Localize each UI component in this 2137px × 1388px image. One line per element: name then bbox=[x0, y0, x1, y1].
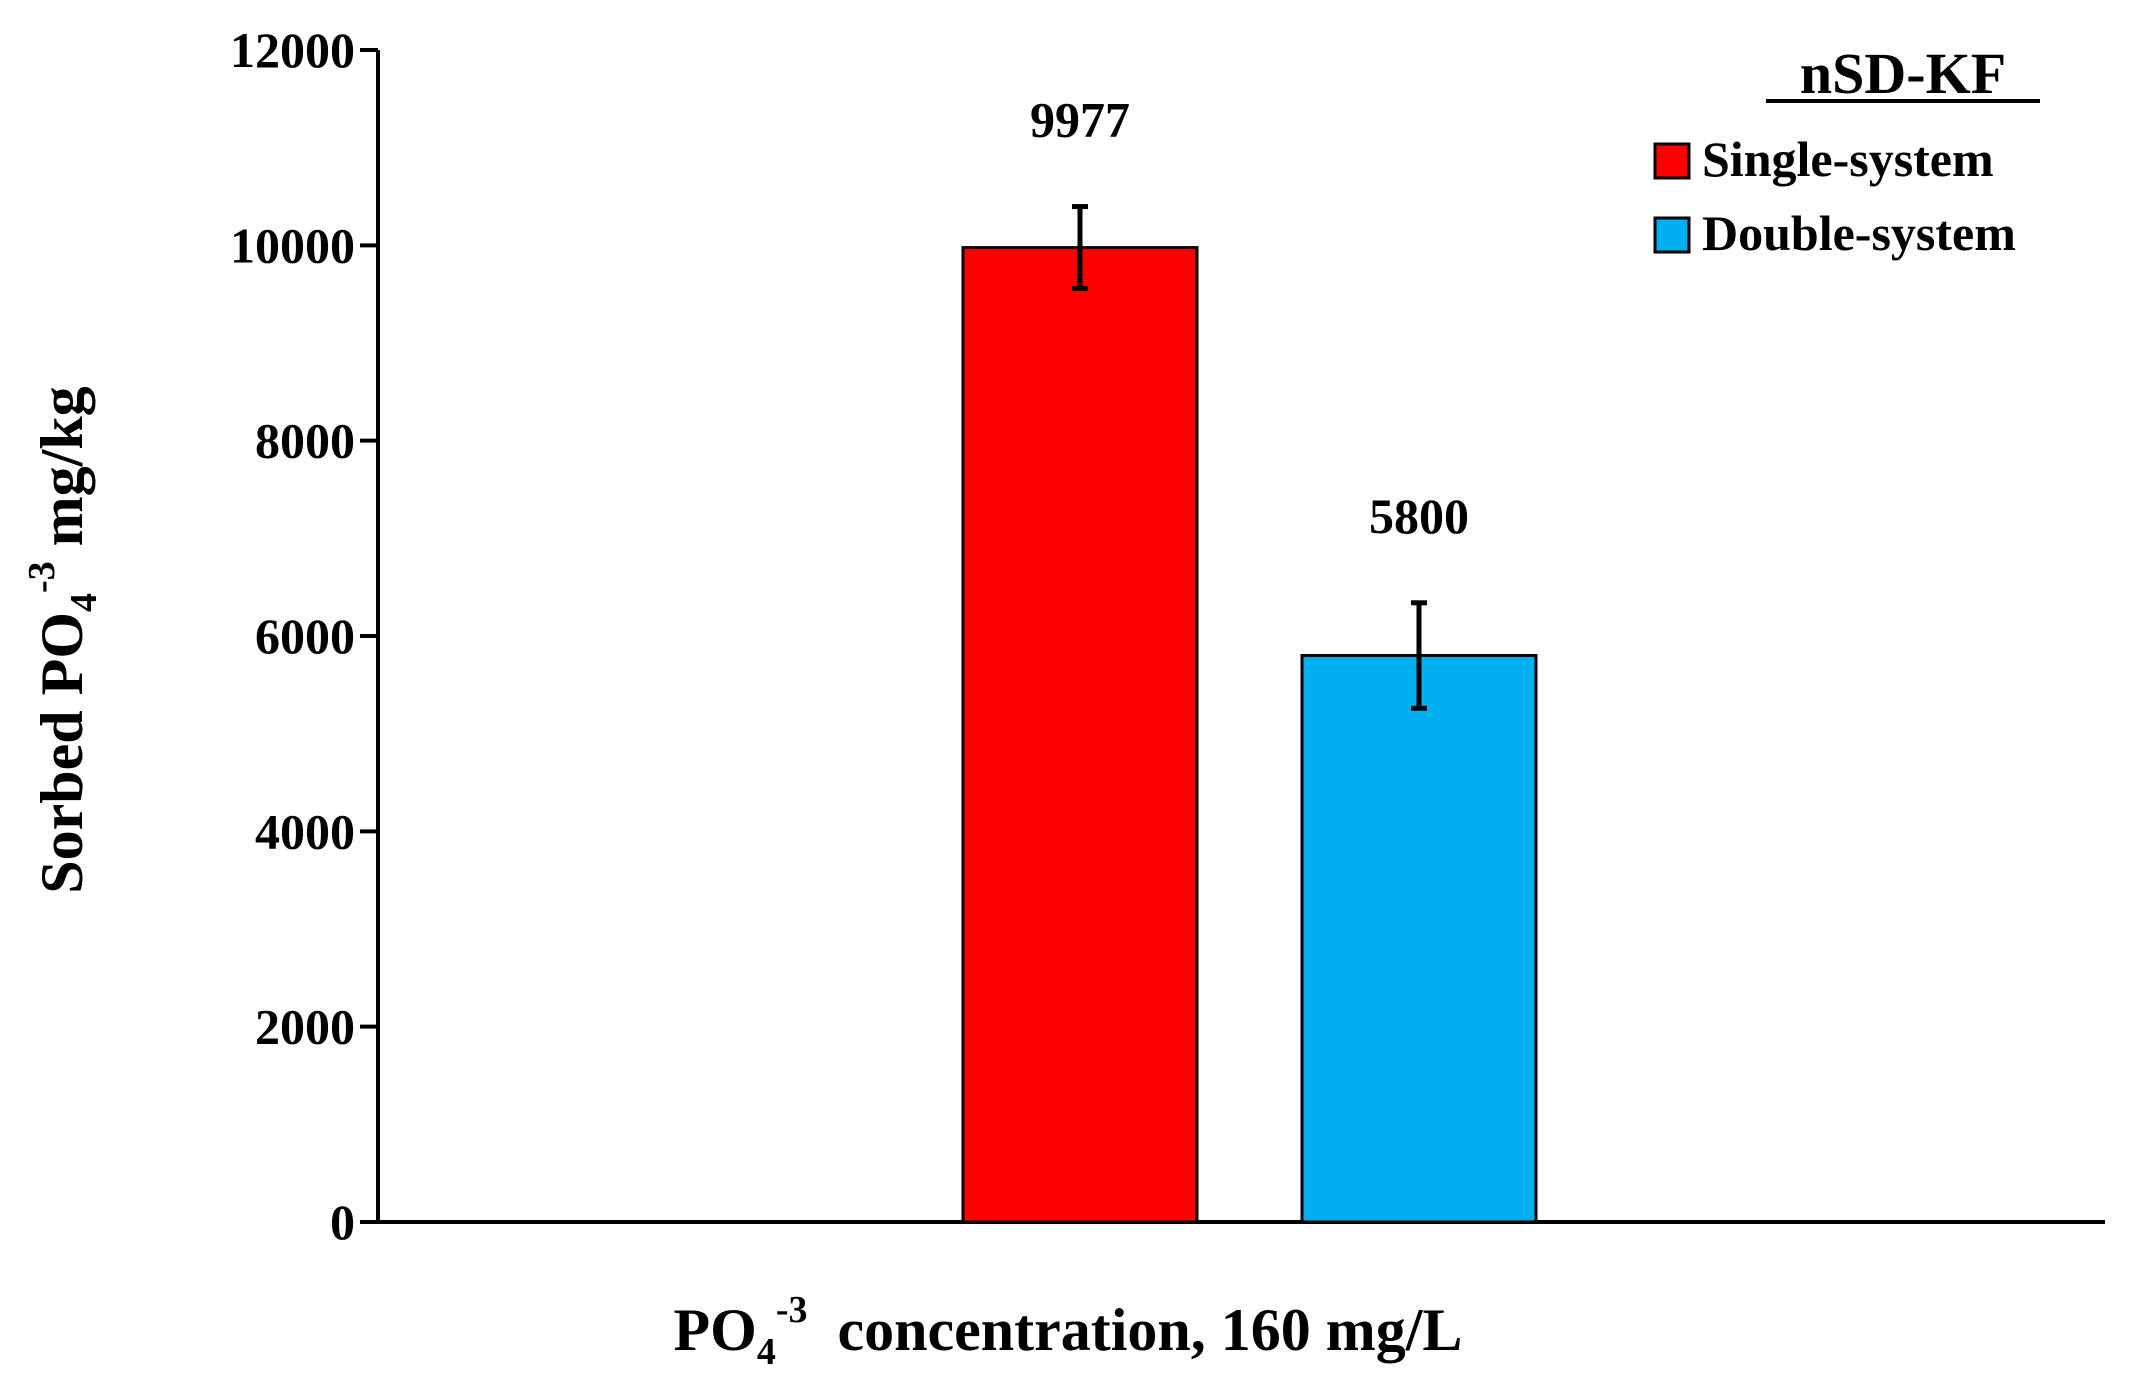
y-tick-label: 10000 bbox=[230, 217, 355, 273]
y-axis-title: Sorbed PO4-3 mg/kg bbox=[21, 386, 105, 893]
x-axis-title-suffix: concentration, 160 mg/L bbox=[808, 1297, 1463, 1363]
y-axis-title-suffix: mg/kg bbox=[29, 386, 95, 561]
bar-double-system bbox=[1300, 654, 1538, 1224]
data-label-double-system: 5800 bbox=[1369, 488, 1469, 544]
y-tick-label: 6000 bbox=[255, 608, 355, 664]
y-tick-label: 4000 bbox=[255, 803, 355, 859]
legend: nSD-KF Single-system Double-system bbox=[1653, 41, 2040, 261]
y-tick-label: 2000 bbox=[255, 999, 355, 1055]
legend-title: nSD-KF bbox=[1800, 41, 2006, 106]
y-tick-label: 12000 bbox=[230, 22, 355, 78]
legend-swatch-double-system bbox=[1653, 216, 1691, 254]
bars: 9977 5800 bbox=[961, 92, 1538, 1224]
y-axis-title-main: Sorbed PO bbox=[29, 612, 95, 894]
x-axis-title-main: PO bbox=[674, 1297, 757, 1363]
x-axis-title-sub: 4 bbox=[757, 1331, 776, 1373]
y-tick-label: 8000 bbox=[255, 413, 355, 469]
y-axis-title-sup: -3 bbox=[21, 561, 63, 593]
x-axis-title-sup: -3 bbox=[776, 1289, 808, 1331]
x-axis-title: PO4-3 concentration, 160 mg/L bbox=[674, 1289, 1463, 1373]
data-label-single-system: 9977 bbox=[1030, 92, 1130, 148]
legend-swatch-single-system bbox=[1653, 142, 1691, 180]
legend-label-single-system: Single-system bbox=[1702, 131, 1994, 187]
y-axis-title-sub: 4 bbox=[63, 593, 105, 612]
bar-single-system bbox=[961, 246, 1199, 1224]
y-tick-label: 0 bbox=[330, 1194, 355, 1250]
y-ticks: 0 2000 4000 6000 8000 10000 12000 bbox=[230, 22, 378, 1250]
legend-label-double-system: Double-system bbox=[1702, 205, 2016, 261]
